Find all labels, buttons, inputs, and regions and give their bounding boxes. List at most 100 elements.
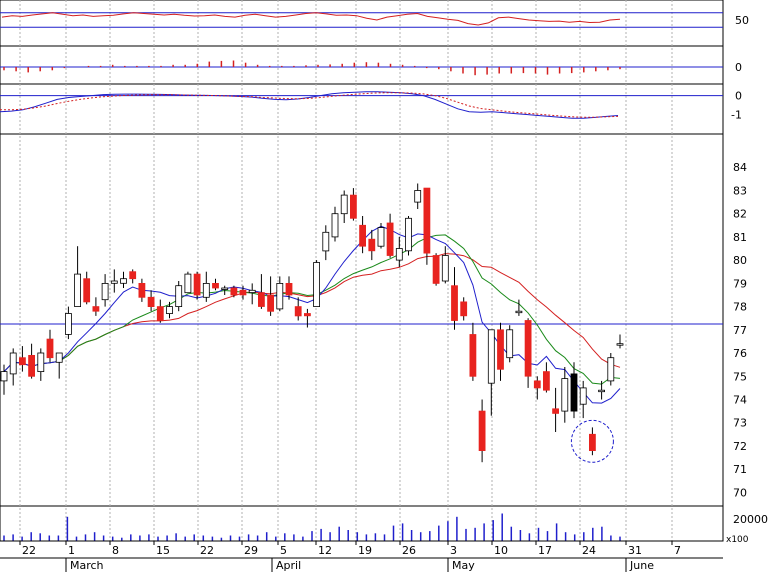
volume-unit-label: x100 <box>726 535 749 545</box>
candle-body <box>120 278 127 284</box>
candle-body <box>460 301 468 317</box>
candle-body <box>175 285 183 308</box>
candle-body <box>359 224 367 247</box>
candle-body <box>533 380 541 389</box>
candle-body <box>414 190 422 203</box>
candle-body <box>147 296 155 307</box>
price-panel <box>0 183 723 463</box>
candle-body <box>212 282 219 289</box>
candle-body <box>202 282 210 298</box>
volume-tick-label: 20000 <box>733 513 768 526</box>
candle-body <box>368 238 376 252</box>
candle-body <box>469 334 477 377</box>
candle-body <box>451 285 458 321</box>
x-tick-label: 8 <box>112 544 119 557</box>
oscillator-panel <box>0 12 723 28</box>
month-label: June <box>629 559 654 572</box>
x-tick-label: 19 <box>358 544 372 557</box>
candle-body <box>423 187 431 254</box>
price-tick-label: 78 <box>733 301 747 314</box>
x-tick-label: 15 <box>156 544 170 557</box>
candle-body <box>184 273 192 294</box>
oscillator-line <box>1 12 621 26</box>
candle-body <box>166 306 173 315</box>
macd-tick-label: 0 <box>735 90 742 103</box>
price-tick-label: 77 <box>733 324 747 337</box>
x-tick-label: 3 <box>450 544 457 557</box>
candle-body <box>129 271 137 280</box>
candle-body <box>138 282 146 298</box>
ma-fast-line <box>3 225 621 404</box>
y-axis: 50 0 0 -1 70 71 72 73 74 75 76 77 78 79 80 81 82 83 84 2000… <box>726 14 768 545</box>
macd-signal-line <box>0 92 619 118</box>
candle-body <box>37 352 45 373</box>
candle-body <box>349 194 357 219</box>
candle-body <box>506 329 514 359</box>
candle-body <box>432 255 440 284</box>
x-tick-label: 29 <box>244 544 258 557</box>
macd-tick-label: -1 <box>731 109 742 122</box>
candle-body <box>331 213 339 238</box>
candle-body <box>0 371 8 382</box>
candle-body <box>322 231 330 252</box>
price-tick-label: 76 <box>733 347 747 360</box>
candle-body <box>28 354 36 377</box>
price-tick-label: 80 <box>733 254 747 267</box>
x-tick-label: 17 <box>538 544 552 557</box>
candle-body <box>248 289 256 293</box>
month-label: May <box>452 559 475 572</box>
x-axis: 22 1 8 15 22 29 5 12 19 26 3 10 17 24 31 7 March April May… <box>0 540 723 572</box>
x-tick-label: 26 <box>402 544 416 557</box>
candle-body <box>570 373 578 412</box>
candle-body <box>561 378 569 412</box>
candle-body <box>18 357 26 366</box>
candle-body <box>579 387 587 405</box>
ma-mid-line <box>3 234 621 385</box>
candle-body <box>478 410 486 452</box>
histogram-tick-label: 0 <box>735 61 742 74</box>
candle-body <box>9 352 17 375</box>
candle-body <box>74 273 81 308</box>
histogram-panel <box>0 60 723 76</box>
candle-body <box>386 222 394 256</box>
price-tick-label: 72 <box>733 440 747 453</box>
candle-body <box>405 217 412 252</box>
x-tick-label: 5 <box>280 544 287 557</box>
price-tick-label: 70 <box>733 486 747 499</box>
candle-body <box>83 278 91 303</box>
oscillator-tick-label: 50 <box>735 14 749 27</box>
x-tick-label: 22 <box>22 544 36 557</box>
candle-body <box>110 280 118 284</box>
candle-body <box>552 408 559 414</box>
candle-body <box>156 306 164 321</box>
x-tick-label: 12 <box>318 544 332 557</box>
price-tick-label: 82 <box>733 208 747 221</box>
candle-body <box>46 338 54 359</box>
price-tick-label: 74 <box>733 393 747 406</box>
month-label: March <box>70 559 104 572</box>
macd-line <box>0 91 619 119</box>
candle-body <box>276 282 284 310</box>
x-tick-label: 7 <box>674 544 681 557</box>
price-tick-label: 81 <box>733 231 747 244</box>
candle-body <box>92 306 100 312</box>
candle-body <box>377 227 385 247</box>
volume-panel <box>3 513 621 541</box>
price-tick-label: 83 <box>733 184 747 197</box>
candle-body <box>267 294 275 312</box>
candle-body <box>543 371 550 391</box>
candle-body <box>285 282 293 296</box>
highlight-circle <box>570 419 614 463</box>
candle-body <box>294 306 302 317</box>
candle-body <box>257 292 265 307</box>
candle-body <box>441 255 449 282</box>
candle-body <box>303 313 311 317</box>
x-tick-label: 31 <box>628 544 642 557</box>
price-tick-label: 84 <box>733 161 747 174</box>
candle-body <box>221 287 229 290</box>
candle-body <box>340 194 348 215</box>
macd-panel <box>0 91 723 119</box>
candle-body <box>607 357 615 382</box>
candle-body <box>515 310 523 314</box>
